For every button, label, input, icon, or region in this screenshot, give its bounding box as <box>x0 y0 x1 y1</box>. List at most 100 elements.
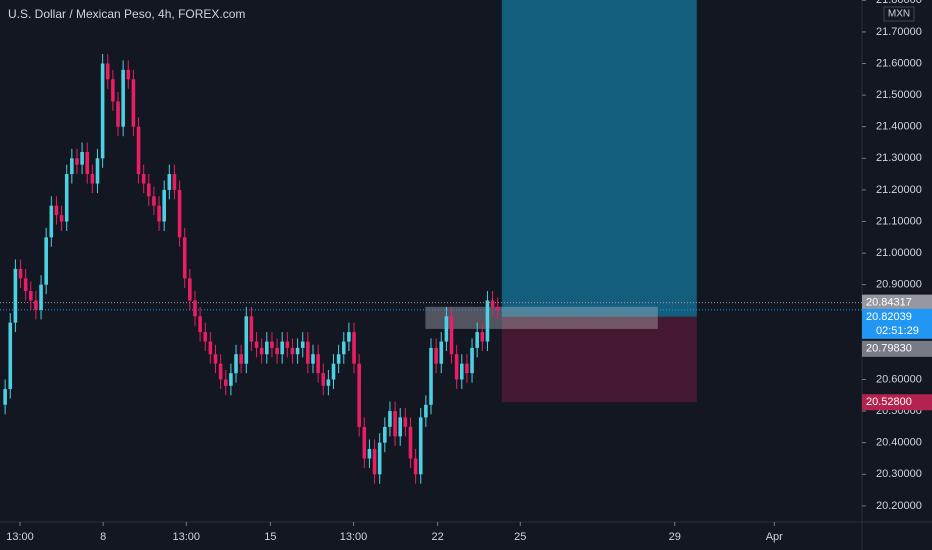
candle-body <box>44 237 48 285</box>
candle-body <box>383 426 387 443</box>
candle-body <box>234 354 238 374</box>
candle-body <box>275 347 279 355</box>
y-tick-label: 21.10000 <box>876 215 922 227</box>
candle-body <box>54 205 59 216</box>
candle-body <box>157 205 161 222</box>
last-price-label: 20.82039 <box>866 311 912 323</box>
y-tick-label: 20.90000 <box>876 279 922 291</box>
candle-body <box>475 332 479 348</box>
candle-body <box>193 300 197 317</box>
candle-body <box>398 417 403 437</box>
y-tick-label: 21.80000 <box>876 0 922 6</box>
y-tick-label: 21.30000 <box>876 152 922 164</box>
candle-body <box>367 449 372 459</box>
y-tick-label: 20.60000 <box>876 373 922 385</box>
chart-title: U.S. Dollar / Mexican Peso, 4h, FOREX.co… <box>8 7 245 21</box>
candle-body <box>465 363 469 374</box>
candle-body <box>203 332 208 342</box>
candle-body <box>454 354 459 380</box>
candle-body <box>418 417 423 475</box>
candle-body <box>362 426 367 459</box>
candle-body <box>341 341 346 355</box>
candle-body <box>116 101 120 127</box>
currency-label: MXN <box>888 9 910 20</box>
candle-body <box>59 215 64 222</box>
entry-price-label-bg <box>862 340 932 357</box>
candle-body <box>111 79 115 102</box>
stop-zone <box>501 316 697 403</box>
candle-body <box>223 379 228 386</box>
candle-body <box>239 354 243 364</box>
candle-body <box>295 347 300 355</box>
highlight-zone <box>425 306 658 329</box>
candle-body <box>152 196 156 206</box>
x-tick-label: 29 <box>669 531 681 543</box>
high-price-label: 20.84317 <box>866 297 912 309</box>
candle-body <box>388 411 392 427</box>
candle-body <box>229 373 233 386</box>
candle-body <box>13 268 18 323</box>
candle-body <box>300 341 305 348</box>
y-tick-label: 21.70000 <box>876 26 922 38</box>
candle-body <box>285 341 290 348</box>
candle-body <box>347 332 351 342</box>
x-tick-label: Apr <box>766 531 783 543</box>
x-tick-label: 13:00 <box>340 531 368 543</box>
candle-body <box>429 347 433 405</box>
candle-body <box>95 158 100 184</box>
candle-body <box>331 363 336 380</box>
candle-body <box>147 183 151 197</box>
candle-body <box>167 174 172 190</box>
high-price-label-bg <box>862 294 932 311</box>
candle-body <box>413 458 418 475</box>
candle-body <box>434 347 438 364</box>
candle-body <box>403 417 408 427</box>
candle-body <box>290 347 295 355</box>
x-tick-label: 13:00 <box>6 531 34 543</box>
y-tick-label: 20.20000 <box>876 500 922 512</box>
candle-body <box>311 354 315 364</box>
candle-body <box>49 205 54 238</box>
candle-body <box>208 341 213 355</box>
candle-body <box>249 316 254 342</box>
candle-body <box>3 388 7 405</box>
candle-body <box>85 151 90 175</box>
candle-body <box>105 63 110 80</box>
candle-body <box>172 174 177 190</box>
candle-body <box>393 411 397 437</box>
x-tick-label: 15 <box>264 531 276 543</box>
candle-body <box>444 316 449 342</box>
stop-price-label-bg <box>862 394 932 411</box>
candle-body <box>372 449 377 475</box>
candle-body <box>34 300 38 310</box>
candle-body <box>424 404 428 418</box>
candle-body <box>177 189 182 238</box>
candle-body <box>408 426 413 459</box>
candle-body <box>100 63 105 159</box>
candle-body <box>280 341 284 355</box>
candle-body <box>470 347 474 374</box>
candle-body <box>162 189 166 222</box>
candle-body <box>357 363 361 427</box>
y-tick-label: 21.50000 <box>876 89 922 101</box>
candle-body <box>265 341 269 355</box>
last-price-label-bg <box>862 308 932 339</box>
candle-body <box>28 291 33 301</box>
candle-body <box>449 316 454 355</box>
entry-price-label: 20.79830 <box>866 343 912 355</box>
candle-body <box>321 373 326 386</box>
candle-body <box>259 347 264 355</box>
candle-body <box>75 158 79 165</box>
y-tick-label: 20.40000 <box>876 437 922 449</box>
candle-body <box>254 341 259 348</box>
candle-body <box>480 332 485 342</box>
candle-body <box>126 69 131 80</box>
target-zone <box>501 0 697 317</box>
candle-body <box>306 341 310 364</box>
candle-body <box>439 341 444 364</box>
candle-body <box>377 442 382 475</box>
last-price-label-countdown: 02:51:29 <box>876 325 919 337</box>
candle-body <box>213 354 218 364</box>
candle-body <box>316 354 320 374</box>
candle-body <box>188 278 192 301</box>
